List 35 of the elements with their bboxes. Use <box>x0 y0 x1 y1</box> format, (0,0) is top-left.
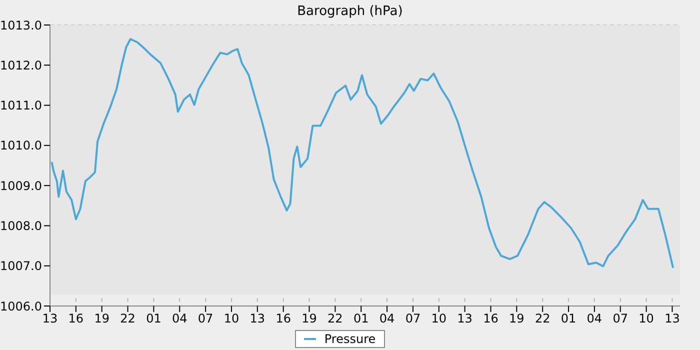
x-tick-label: 16 <box>276 312 291 326</box>
x-tick-label: 01 <box>560 312 576 326</box>
x-tick-label: 16 <box>68 312 84 326</box>
x-tick-label: 22 <box>328 312 343 326</box>
x-tick-label: 07 <box>198 312 214 326</box>
x-tick-label: 19 <box>509 312 524 326</box>
x-tick-label: 19 <box>94 312 110 326</box>
y-tick-label: 1010.0 <box>0 138 42 153</box>
y-tick-label: 1013.0 <box>0 18 42 32</box>
legend-label: Pressure <box>324 332 376 346</box>
x-tick-label: 04 <box>586 312 602 326</box>
x-tick-label: 01 <box>353 312 369 326</box>
y-tick-label: 1008.0 <box>0 218 42 233</box>
x-tick-label: 13 <box>457 312 472 326</box>
x-tick-label: 10 <box>224 312 240 326</box>
x-tick-label: 22 <box>534 312 550 326</box>
y-tick-label: 1009.0 <box>0 178 42 193</box>
x-tick-label: 04 <box>172 312 188 326</box>
x-tick-label: 04 <box>379 312 395 326</box>
x-tick-label: 19 <box>302 312 317 326</box>
x-tick-label: 07 <box>612 312 628 326</box>
x-tick-label: 13 <box>42 312 58 326</box>
x-tick-label: 10 <box>431 312 447 326</box>
x-tick-label: 13 <box>250 312 266 326</box>
x-tick-label: 10 <box>638 312 654 326</box>
y-tick-label: 1007.0 <box>0 259 42 274</box>
x-tick-label: 16 <box>483 312 498 326</box>
x-tick-label: 01 <box>146 312 162 326</box>
x-tick-label: 22 <box>120 312 136 326</box>
x-tick-label: 07 <box>405 312 421 326</box>
chart-title: Barograph (hPa) <box>296 4 404 19</box>
y-tick-label: 1011.0 <box>0 98 42 113</box>
y-tick-label: 1006.0 <box>0 299 42 314</box>
x-tick-label: 13 <box>664 312 680 326</box>
y-tick-label: 1012.0 <box>0 58 42 72</box>
